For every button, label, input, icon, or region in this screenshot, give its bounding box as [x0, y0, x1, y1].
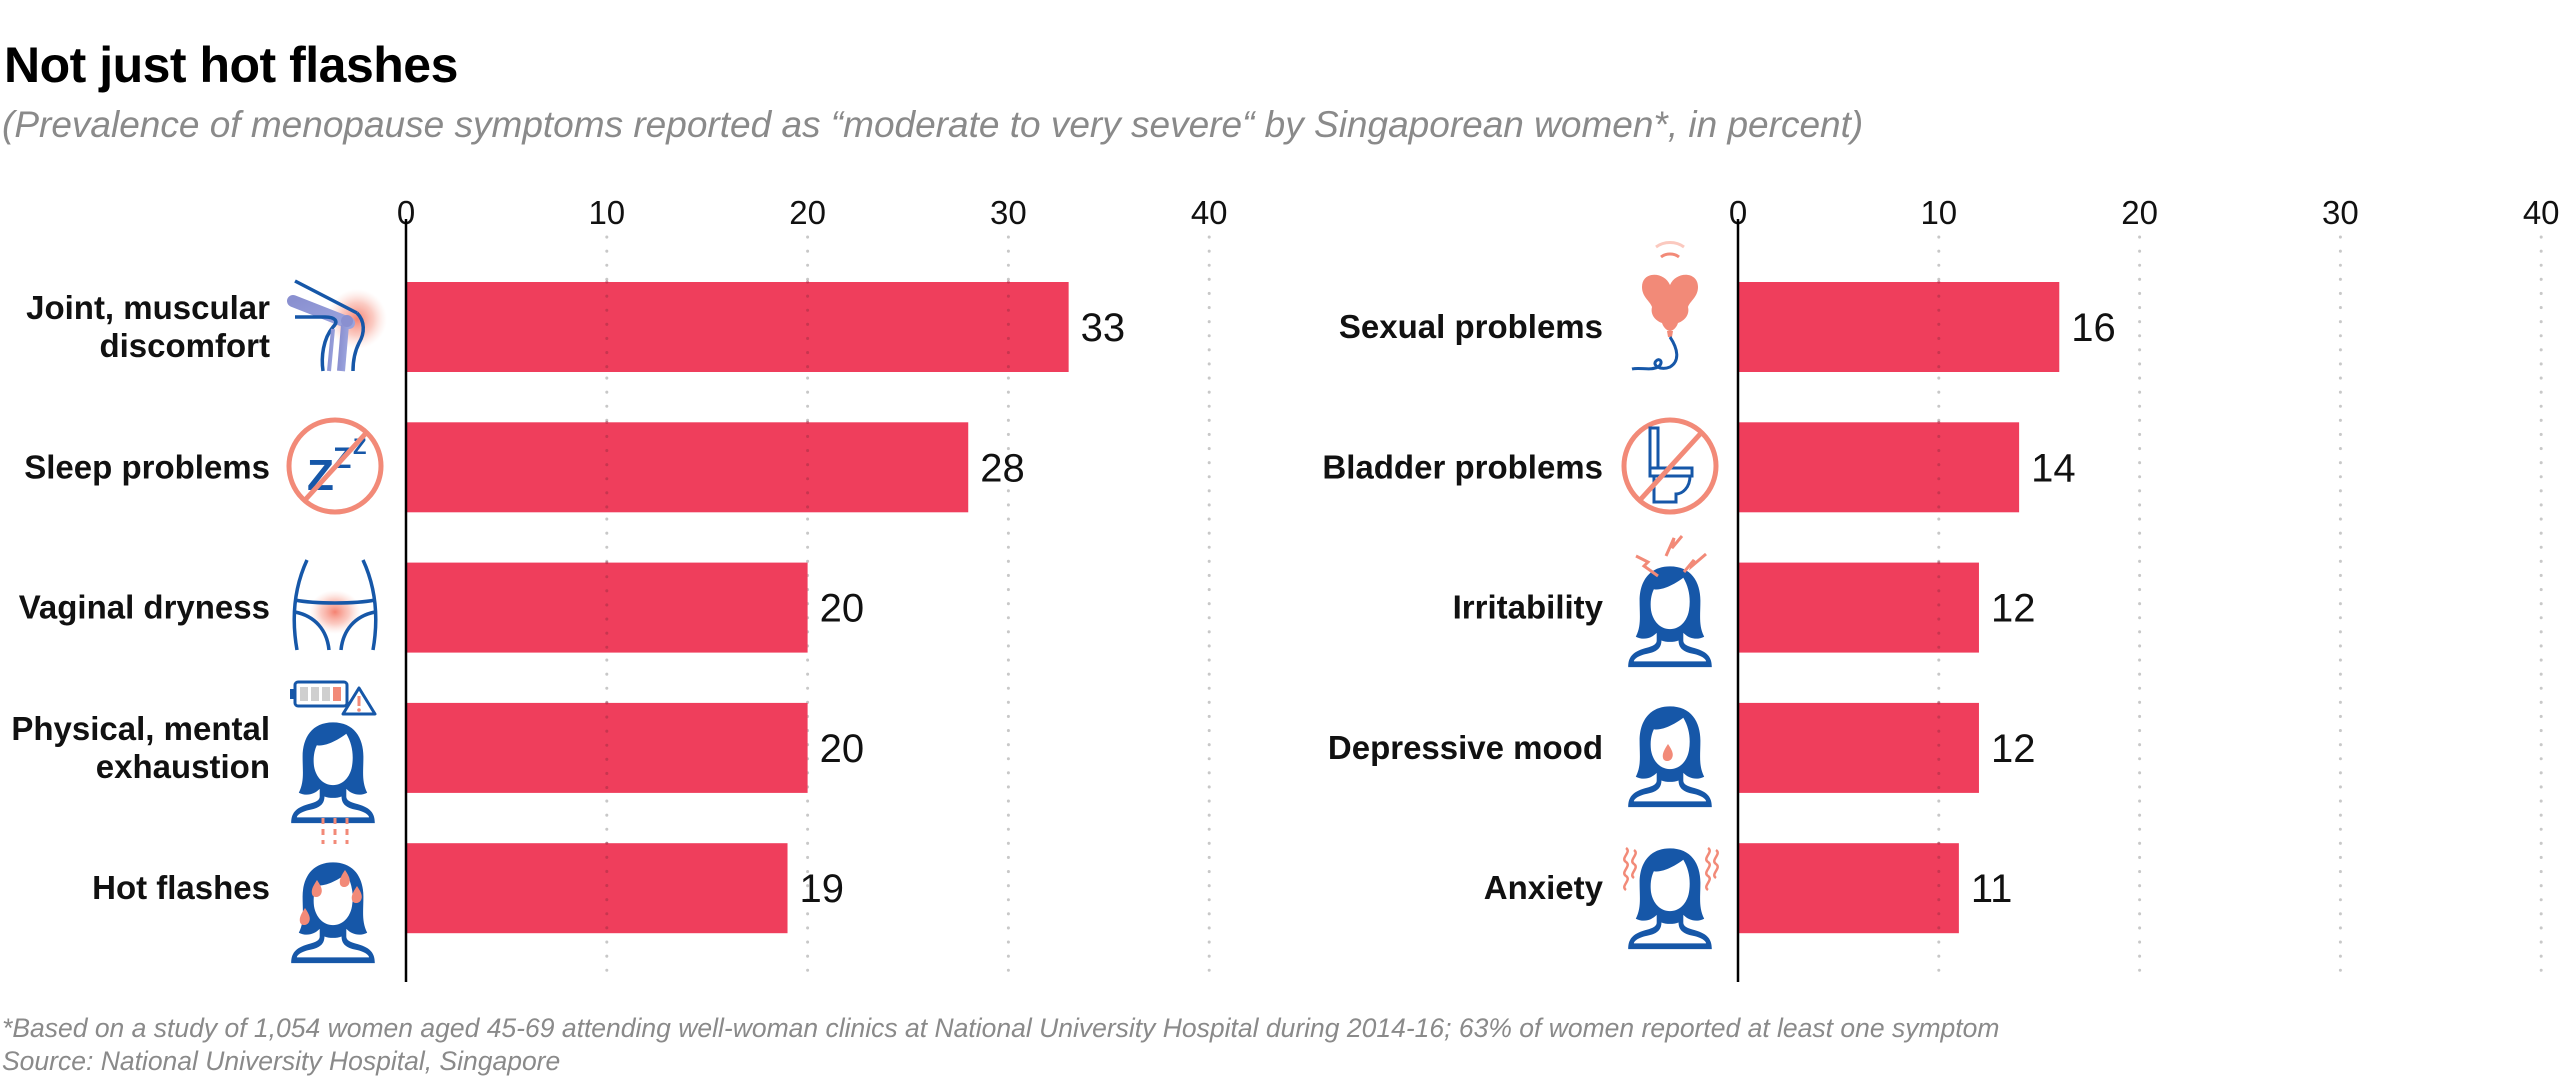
category-label: Anxiety: [1484, 869, 1604, 906]
category-label-line: exhaustion: [96, 748, 270, 785]
category-label-line: Irritability: [1453, 589, 1604, 626]
bar: [1738, 422, 2020, 513]
source-note: Source: National University Hospital, Si…: [2, 1046, 561, 1076]
chart-title: Not just hot flashes: [4, 37, 458, 93]
deflated-heart-balloon-icon: [1631, 241, 1698, 371]
irritated-woman-icon: [1628, 535, 1712, 668]
panel-right: 0 10 20 30 40 16 Sexual problems 14 Bladder prob…: [1322, 194, 2560, 984]
category-label: Bladder problems: [1322, 448, 1603, 485]
x-tick-label: 40: [1191, 194, 1228, 231]
bar: [406, 702, 808, 793]
x-tick-label: 0: [397, 194, 415, 231]
category-label: Physical, mental exhaustion: [11, 710, 270, 785]
category-label-line: discomfort: [99, 327, 270, 364]
bar: [1738, 843, 1959, 934]
bar-value-label: 20: [820, 587, 865, 631]
category-label-line: Hot flashes: [92, 869, 270, 906]
x-tick-label: 30: [2322, 194, 2359, 231]
bar-value-label: 11: [1971, 867, 2013, 911]
bar-value-label: 19: [800, 867, 845, 911]
bar: [406, 562, 808, 653]
bar-value-label: 12: [1991, 727, 2036, 771]
no-sleep-icon: Z Z Z: [286, 417, 384, 515]
category-label: Joint, muscular discomfort: [26, 289, 270, 364]
category-label: Irritability: [1453, 589, 1604, 626]
exhausted-woman-icon: [290, 680, 377, 824]
anxious-woman-icon: [1623, 846, 1719, 950]
category-label-line: Joint, muscular: [26, 289, 270, 326]
pelvis-icon: [292, 559, 378, 651]
bar-value-label: 12: [1991, 587, 2036, 631]
x-tick-label: 20: [2121, 194, 2158, 231]
x-tick-label: 10: [1920, 194, 1957, 231]
x-tick-label: 0: [1729, 194, 1747, 231]
bar: [1738, 562, 1979, 653]
bar-value-label: 33: [1081, 306, 1126, 350]
bar: [406, 422, 969, 513]
x-tick-label: 10: [588, 194, 625, 231]
bar-value-label: 14: [2031, 446, 2076, 490]
bar: [1738, 702, 1979, 793]
footnote: *Based on a study of 1,054 women aged 45…: [2, 1013, 2000, 1043]
bar: [1738, 282, 2060, 372]
category-label-line: Sleep problems: [24, 448, 270, 485]
bar: [406, 282, 1069, 372]
category-label-line: Vaginal dryness: [19, 589, 270, 626]
sweating-woman-icon: [291, 818, 375, 964]
category-label: Sexual problems: [1339, 308, 1603, 345]
category-label: Hot flashes: [92, 869, 270, 906]
category-label: Sleep problems: [24, 448, 270, 485]
category-label-line: Depressive mood: [1328, 729, 1603, 766]
bar-value-label: 20: [820, 727, 865, 771]
category-label-line: Sexual problems: [1339, 308, 1603, 345]
no-toilet-icon: [1621, 417, 1719, 515]
bar-value-label: 28: [980, 446, 1025, 490]
bar: [406, 843, 788, 934]
category-label-line: Bladder problems: [1322, 448, 1603, 485]
category-label: Vaginal dryness: [19, 589, 270, 626]
chart-subtitle: (Prevalence of menopause symptoms report…: [2, 104, 1864, 145]
panel-left: 0 10 20 30 40 33 Joint, muscular discomfort 28 Sl…: [11, 194, 1228, 984]
category-label: Depressive mood: [1328, 729, 1603, 766]
bar-value-label: 16: [2071, 306, 2116, 350]
x-tick-label: 20: [789, 194, 826, 231]
crying-woman-icon: [1628, 706, 1712, 808]
x-tick-label: 30: [990, 194, 1027, 231]
category-label-line: Physical, mental: [11, 710, 270, 747]
knee-joint-icon: [287, 279, 387, 372]
x-tick-label: 40: [2523, 194, 2560, 231]
category-label-line: Anxiety: [1484, 869, 1604, 906]
